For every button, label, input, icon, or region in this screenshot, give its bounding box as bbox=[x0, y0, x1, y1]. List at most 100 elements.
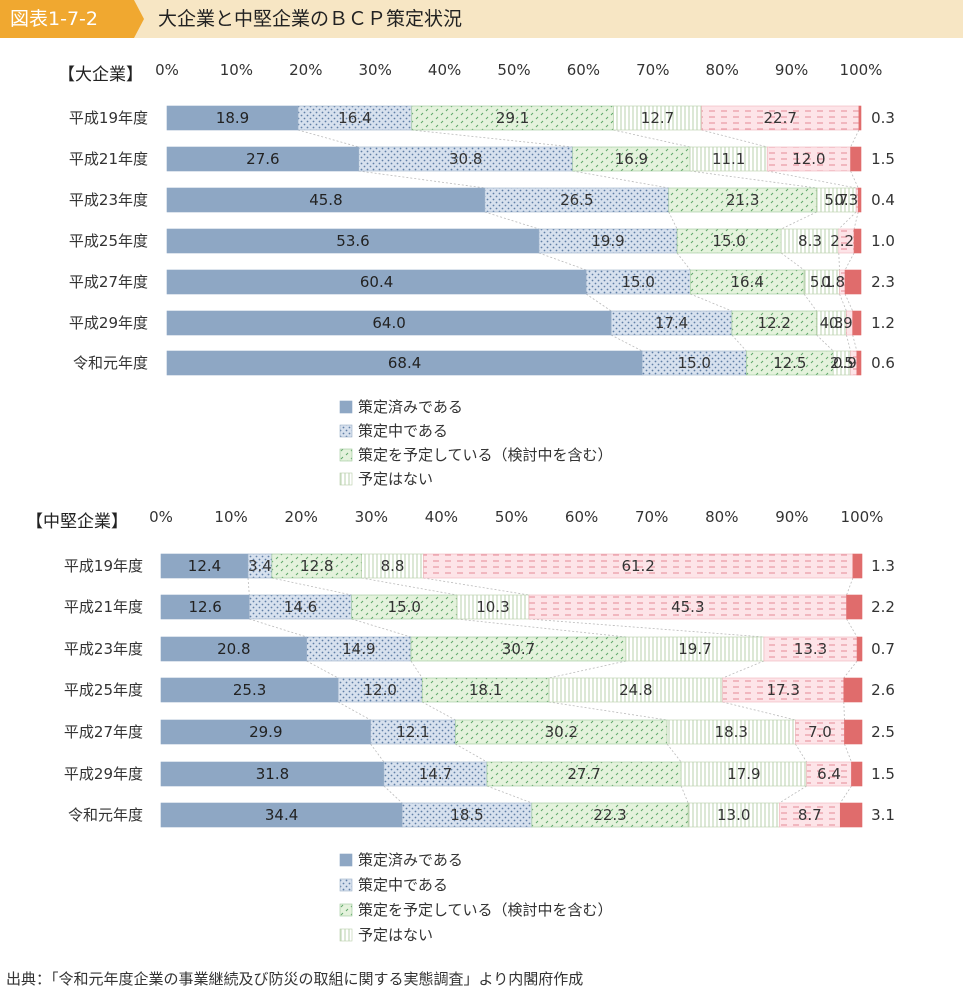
category-label: 令和元年度 bbox=[68, 806, 143, 824]
data-label: 7.0 bbox=[808, 723, 832, 741]
data-label: 14.7 bbox=[419, 765, 452, 783]
data-label: 1.3 bbox=[871, 557, 895, 575]
data-label: 12.8 bbox=[300, 557, 333, 575]
x-tick-label: 0% bbox=[149, 508, 173, 526]
data-label: 0.3 bbox=[834, 191, 858, 209]
connector-line bbox=[838, 211, 857, 230]
bar-segment bbox=[456, 594, 530, 620]
data-label: 68.4 bbox=[388, 354, 421, 372]
data-label: 6.4 bbox=[817, 765, 841, 783]
bar-segment bbox=[641, 350, 747, 376]
data-label: 30.2 bbox=[545, 723, 578, 741]
figure-header: 図表1-7-2 大企業と中堅企業のＢＣＰ策定状況 bbox=[0, 0, 963, 38]
connector-line bbox=[572, 170, 669, 189]
bar-segment bbox=[856, 636, 863, 662]
x-tick-label: 90% bbox=[775, 61, 808, 79]
figure-title: 大企業と中堅企業のＢＣＰ策定状況 bbox=[158, 8, 463, 30]
x-tick-label: 80% bbox=[705, 508, 738, 526]
data-label: 12.0 bbox=[792, 150, 825, 168]
connector-line bbox=[358, 170, 485, 189]
category-label: 平成27年度 bbox=[64, 723, 143, 741]
data-label: 2.3 bbox=[871, 273, 895, 291]
data-label: 45.8 bbox=[309, 191, 342, 209]
connector-line bbox=[361, 577, 457, 596]
data-label: 0.4 bbox=[871, 191, 895, 209]
connector-line bbox=[548, 701, 668, 721]
connector-line bbox=[731, 334, 747, 352]
data-label: 61.2 bbox=[621, 557, 654, 575]
data-label: 15.0 bbox=[388, 598, 421, 616]
data-label: 2.6 bbox=[871, 681, 895, 699]
bar-segment bbox=[780, 228, 840, 254]
connector-line bbox=[676, 252, 691, 271]
connector-line bbox=[690, 170, 817, 189]
data-label: 4.3 bbox=[820, 314, 844, 332]
category-label: 平成23年度 bbox=[69, 191, 148, 209]
connector-line bbox=[850, 129, 860, 148]
bar-segment bbox=[455, 719, 668, 745]
connector-line bbox=[680, 785, 689, 804]
bar-segment bbox=[297, 105, 413, 131]
data-label: 1.2 bbox=[871, 314, 895, 332]
x-tick-label: 90% bbox=[775, 508, 808, 526]
legend-swatch bbox=[339, 853, 353, 867]
connector-line bbox=[722, 701, 796, 721]
bar-segment bbox=[160, 719, 371, 745]
data-label: 1.5 bbox=[871, 150, 895, 168]
data-label: 0.7 bbox=[871, 640, 895, 658]
legend-label: 策定中である bbox=[358, 422, 448, 440]
data-label: 18.5 bbox=[450, 806, 483, 824]
bar-segment bbox=[370, 719, 456, 745]
large-enterprise-panel: 【大企業】 0% 10% 20% 30% 40% 50% 60% 70% 80% 90% 100% 平成… bbox=[58, 61, 895, 488]
data-label: 18.3 bbox=[715, 723, 748, 741]
connector-line bbox=[780, 252, 805, 271]
data-label: 1.0 bbox=[871, 232, 895, 250]
data-label: 25.3 bbox=[233, 681, 266, 699]
connector-line bbox=[844, 293, 854, 312]
bar-segment bbox=[610, 310, 733, 336]
connector-line bbox=[846, 334, 851, 352]
data-label: 45.3 bbox=[671, 598, 704, 616]
bar-segment bbox=[411, 105, 614, 131]
data-label: 27.6 bbox=[246, 150, 279, 168]
bar-segment bbox=[625, 636, 765, 662]
legend-swatch bbox=[339, 928, 353, 942]
bar-segment bbox=[410, 636, 627, 662]
data-label: 30.7 bbox=[502, 640, 535, 658]
bar-segment bbox=[766, 146, 851, 172]
bar-segment bbox=[166, 146, 360, 172]
category-label: 平成19年度 bbox=[69, 109, 148, 127]
connector-line bbox=[337, 701, 371, 721]
category-label: 平成25年度 bbox=[69, 232, 148, 250]
data-label: 2.2 bbox=[871, 598, 895, 616]
data-label: 2.5 bbox=[871, 723, 895, 741]
connector-line bbox=[610, 334, 643, 352]
data-label: 0.9 bbox=[833, 354, 857, 372]
data-label: 17.9 bbox=[727, 765, 760, 783]
data-label: 64.0 bbox=[372, 314, 405, 332]
x-tick-label: 0% bbox=[155, 61, 179, 79]
bar-segment bbox=[852, 310, 862, 336]
category-label: 令和元年度 bbox=[73, 354, 148, 372]
data-label: 8.7 bbox=[798, 806, 822, 824]
connector-line bbox=[846, 577, 854, 596]
connector-line bbox=[850, 170, 859, 189]
bar-segment bbox=[160, 802, 403, 828]
connector-line bbox=[271, 577, 352, 596]
connector-line bbox=[249, 618, 307, 638]
data-label: 16.4 bbox=[730, 273, 763, 291]
panel-title: 【中堅企業】 bbox=[26, 512, 128, 532]
legend-swatch bbox=[339, 424, 353, 438]
legend-swatch bbox=[339, 472, 353, 486]
bar-segment bbox=[857, 187, 862, 213]
bar-segment bbox=[160, 636, 307, 662]
bar-segment bbox=[160, 594, 250, 620]
connector-line bbox=[666, 743, 682, 763]
bar-segment bbox=[676, 228, 782, 254]
data-label: 18.9 bbox=[216, 109, 249, 127]
bar-segment bbox=[839, 802, 863, 828]
bar-segment bbox=[803, 269, 840, 295]
bar-segment bbox=[851, 761, 863, 787]
data-label: 30.8 bbox=[449, 150, 482, 168]
badge-notch bbox=[134, 0, 144, 38]
